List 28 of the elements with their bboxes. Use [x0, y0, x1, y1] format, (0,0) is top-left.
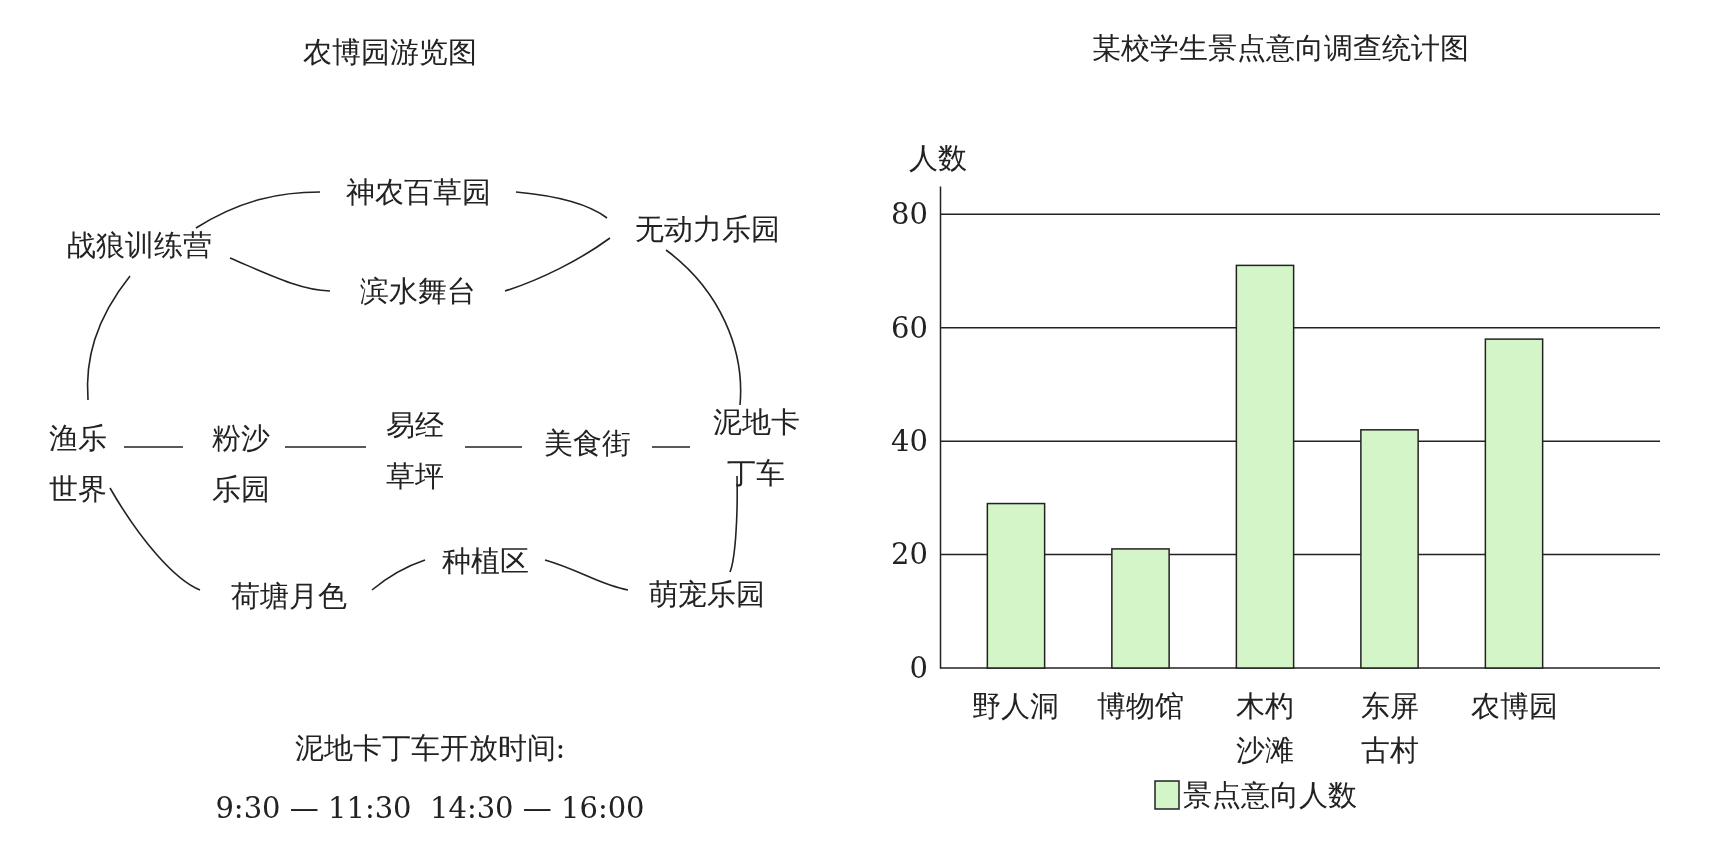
y-tick-label: 60 — [891, 310, 928, 345]
y-axis-title: 人数 — [909, 141, 967, 175]
text: 渔乐世界 — [49, 421, 107, 506]
text: 种植区 — [441, 544, 529, 579]
text: 神农百草园 — [345, 175, 491, 210]
y-tick-label: 80 — [891, 197, 928, 232]
text: 滨水舞台 — [360, 274, 476, 309]
text: 无动力乐园 — [634, 212, 780, 247]
y-tick-label: 40 — [891, 423, 928, 458]
legend-label: 景点意向人数 — [1183, 778, 1357, 812]
x-tick-label: 木杓沙滩 — [1236, 689, 1294, 767]
text: 泥地卡丁车开放时间: — [294, 731, 566, 765]
x-tick-label: 野人洞 — [972, 689, 1060, 723]
x-tick-label: 东屏古村 — [1360, 689, 1419, 767]
text: 泥地卡丁车 — [712, 405, 800, 490]
x-tick-label: 博物馆 — [1096, 689, 1184, 723]
chart-title: 某校学生景点意向调查统计图 — [1091, 31, 1469, 65]
text: 易经草坪 — [386, 408, 444, 493]
text: 农博园游览图 — [303, 35, 477, 69]
text: 荷塘月色 — [231, 579, 347, 614]
y-tick-label: 20 — [891, 537, 928, 572]
x-tick-label: 农博园 — [1470, 689, 1558, 723]
text: 9:30 — 11:30 14:30 — 16:00 — [215, 791, 645, 825]
text: 粉沙乐园 — [212, 421, 270, 506]
text: 萌宠乐园 — [649, 577, 765, 612]
y-tick-label: 0 — [909, 650, 928, 685]
text: 战狼训练营 — [66, 228, 212, 263]
text: 美食街 — [543, 426, 631, 461]
